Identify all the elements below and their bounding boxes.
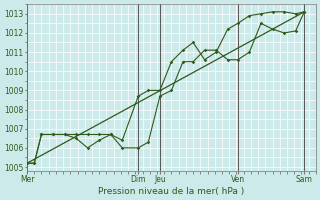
- X-axis label: Pression niveau de la mer( hPa ): Pression niveau de la mer( hPa ): [98, 187, 244, 196]
